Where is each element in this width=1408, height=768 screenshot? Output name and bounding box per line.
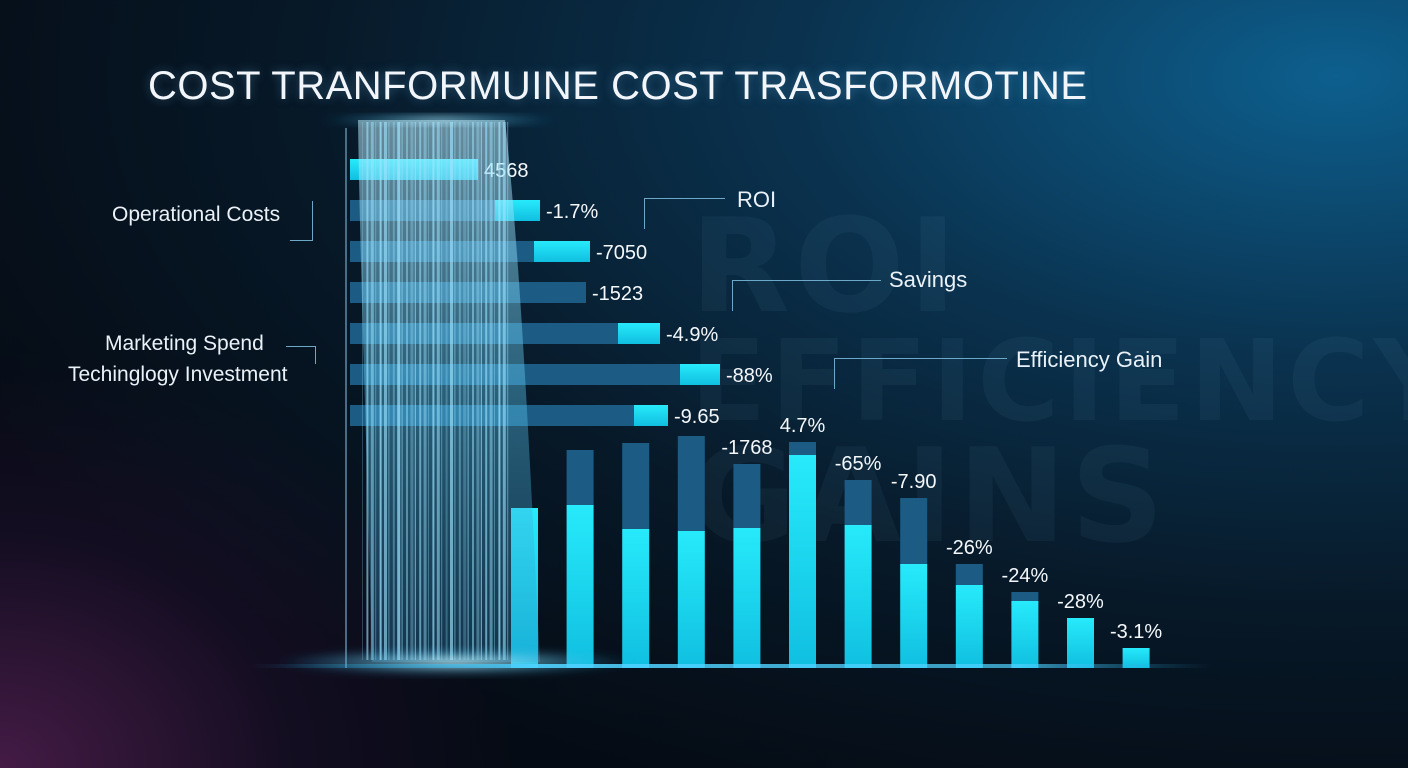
- v-bar-base: [955, 564, 983, 585]
- v-bar-base: [677, 436, 705, 531]
- v-bar-base: [733, 464, 761, 528]
- h-bar-highlight: [634, 405, 668, 426]
- waterfall-streak: [450, 122, 453, 660]
- waterfall-streak: [388, 122, 390, 660]
- bracket-marketing-spend-tick: [315, 346, 316, 364]
- waterfall-streak: [392, 122, 395, 660]
- waterfall-streak: [419, 122, 422, 660]
- waterfall-streak: [502, 122, 506, 660]
- v-bar-highlight: [1011, 601, 1039, 668]
- h-bar-label: -1.7%: [546, 201, 598, 223]
- waterfall-streak: [401, 122, 403, 660]
- label-marketing-spend: Marketing Spend: [105, 332, 264, 355]
- waterfall-streak: [454, 122, 456, 660]
- label-savings: Savings: [889, 267, 968, 292]
- chart-title: COST TRANFORMUINE COST TRASFORMOTINE: [148, 64, 1088, 108]
- v-bar-label: 4.7%: [780, 415, 826, 437]
- h-bar-label: -88%: [726, 365, 773, 387]
- vertical-bar-series: -1768 4.7% -65% -7.90 -26% -24% -28% -3.1%: [511, 415, 1162, 668]
- h-bar-highlight: [618, 323, 660, 344]
- waterfall-streak: [423, 122, 427, 660]
- waterfall-streak: [428, 122, 429, 660]
- h-bar-label: -1523: [592, 283, 643, 305]
- bracket-efficiency-gain: [834, 358, 1007, 389]
- label-efficiency-gain: Efficiency Gain: [1016, 347, 1163, 372]
- v-bar-label: -24%: [1002, 565, 1049, 587]
- waterfall-streak: [472, 122, 474, 660]
- v-bar-label: -28%: [1057, 591, 1104, 613]
- waterfall-streak: [507, 122, 509, 660]
- waterfall-streak: [379, 122, 382, 660]
- label-operational-costs: Operational Costs: [112, 203, 281, 226]
- waterfall-streak: [445, 122, 448, 660]
- waterfall-streak: [384, 122, 387, 660]
- v-bar-base: [622, 443, 650, 529]
- h-bar-label: -9.65: [674, 406, 720, 428]
- waterfall-streak: [485, 122, 488, 660]
- waterfall-streak: [476, 122, 480, 660]
- v-bar-label: -65%: [835, 453, 882, 475]
- bracket-operational-costs: [312, 201, 313, 241]
- v-bar-label: -1768: [721, 437, 772, 459]
- v-bar-base: [900, 498, 928, 564]
- waterfall-effect: [275, 114, 635, 676]
- v-bar-base: [1011, 592, 1039, 601]
- waterfall-streak: [441, 122, 443, 660]
- v-bar-highlight: [733, 528, 761, 668]
- floor-glow-line: [250, 664, 1210, 668]
- v-bar-highlight: [1067, 618, 1094, 668]
- v-bar-base: [844, 480, 872, 525]
- v-bar-highlight: [844, 525, 872, 668]
- waterfall-streak: [498, 122, 501, 660]
- v-bar-base: [789, 442, 816, 455]
- v-bar-highlight: [622, 529, 650, 668]
- v-bar-highlight: [955, 585, 983, 668]
- bracket-operational-costs-tick: [290, 240, 313, 241]
- waterfall-streak: [414, 122, 416, 660]
- waterfall-streak: [370, 122, 374, 660]
- waterfall-streak: [436, 122, 440, 660]
- v-bar-highlight: [900, 564, 928, 668]
- v-bar-highlight: [677, 531, 705, 668]
- waterfall-streak: [375, 122, 377, 660]
- waterfall-streak: [362, 122, 363, 660]
- v-bar-base: [566, 450, 594, 505]
- waterfall-streak: [467, 122, 469, 660]
- waterfall-streak: [480, 122, 482, 660]
- waterfall-streak: [458, 122, 461, 660]
- waterfall-streak: [489, 122, 493, 660]
- h-bar-label: -4.9%: [666, 324, 718, 346]
- v-bar-label: -3.1%: [1110, 621, 1162, 643]
- h-bar-highlight: [534, 241, 590, 262]
- bracket-roi: [644, 198, 725, 229]
- waterfall-streak: [432, 122, 435, 660]
- v-bar-highlight: [566, 505, 594, 668]
- v-bar-label: -7.90: [891, 471, 937, 493]
- v-bar-highlight: [789, 455, 816, 668]
- waterfall-streak: [410, 122, 414, 660]
- waterfall-streak: [463, 122, 467, 660]
- h-bar-highlight: [680, 364, 720, 385]
- v-bar-label: -26%: [946, 537, 993, 559]
- v-bar-highlight: [1122, 648, 1150, 668]
- label-technology-investment: Techinglogy Investment: [68, 363, 288, 386]
- h-bar-label: -7050: [596, 242, 647, 264]
- bracket-marketing-spend: [286, 346, 316, 347]
- waterfall-streak: [406, 122, 408, 660]
- waterfall-streak: [366, 122, 369, 660]
- waterfall-streak: [494, 122, 495, 660]
- waterfall-streak: [397, 122, 401, 660]
- label-roi: ROI: [737, 187, 777, 212]
- bracket-savings: [732, 280, 881, 311]
